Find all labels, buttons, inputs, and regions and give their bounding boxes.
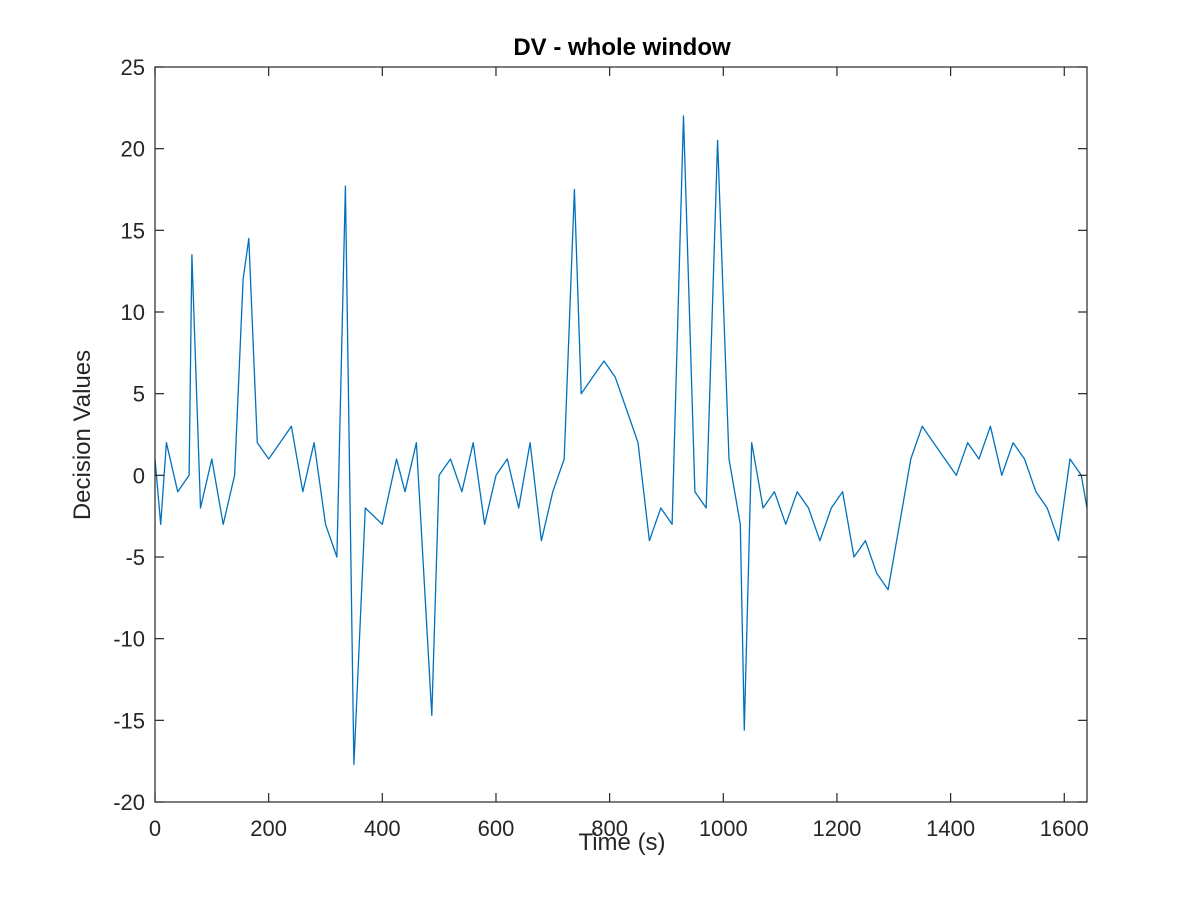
y-tick-label: 20 [121, 137, 145, 162]
x-tick-label: 1600 [1040, 816, 1089, 841]
x-tick-label: 1200 [812, 816, 861, 841]
y-axis-label: Decision Values [69, 350, 96, 520]
x-tick-label: 200 [250, 816, 287, 841]
x-tick-label: 600 [478, 816, 515, 841]
series-line-0 [154, 115, 1088, 766]
series-layer [154, 115, 1088, 766]
x-axis: 0 200 400 600 800 1000 1200 1400 1600 [149, 67, 1089, 841]
chart-title: DV - whole window [513, 34, 731, 61]
y-tick-label: -10 [113, 627, 145, 652]
x-axis-label: Time (s) [578, 829, 665, 856]
x-tick-label: 1400 [926, 816, 975, 841]
x-tick-label: 800 [591, 816, 628, 841]
x-tick-label: 400 [364, 816, 401, 841]
y-tick-label: -5 [125, 545, 145, 570]
y-tick-label: 15 [121, 218, 145, 243]
y-tick-label: 0 [133, 463, 145, 488]
y-axis: -20 -15 -10 -5 0 5 10 15 20 25 [113, 55, 1087, 815]
y-tick-label: -20 [113, 790, 145, 815]
x-tick-label: 0 [149, 816, 161, 841]
y-tick-label: 10 [121, 300, 145, 325]
y-tick-label: 25 [121, 55, 145, 80]
y-tick-label: -15 [113, 708, 145, 733]
x-tick-label: 1000 [699, 816, 748, 841]
plot-area-frame [154, 66, 1088, 803]
y-tick-label: 5 [133, 382, 145, 407]
